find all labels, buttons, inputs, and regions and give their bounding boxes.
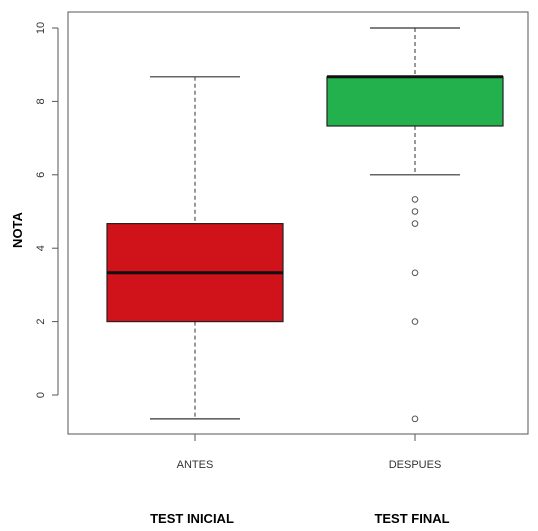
outlier-point — [411, 269, 419, 277]
y-tick-label: 8 — [35, 98, 47, 104]
outlier-point — [411, 208, 419, 215]
outlier-point — [411, 196, 419, 203]
x-category-label: ANTES — [177, 459, 214, 471]
outlier-point — [411, 220, 419, 227]
iqr-box — [326, 76, 504, 127]
box-despues — [326, 27, 504, 423]
x-axis-ticks: ANTES DESPUES — [177, 434, 442, 471]
y-axis-ticks: 0 2 4 6 8 10 — [35, 22, 58, 398]
y-tick-label: 10 — [35, 22, 47, 34]
y-tick-label: 0 — [35, 392, 47, 398]
box-series — [106, 27, 504, 423]
y-tick-label: 2 — [35, 319, 47, 325]
outlier-point — [411, 318, 419, 325]
y-tick-label: 6 — [35, 172, 47, 178]
x-category-label: DESPUES — [389, 459, 442, 471]
group-label: TEST FINAL — [374, 511, 450, 526]
group-label: TEST INICIAL — [150, 511, 234, 526]
y-tick-label: 4 — [35, 245, 47, 251]
y-axis-title: NOTA — [10, 211, 25, 247]
outlier-point — [411, 415, 419, 423]
box-antes — [106, 76, 284, 420]
plot-frame — [67, 11, 529, 435]
